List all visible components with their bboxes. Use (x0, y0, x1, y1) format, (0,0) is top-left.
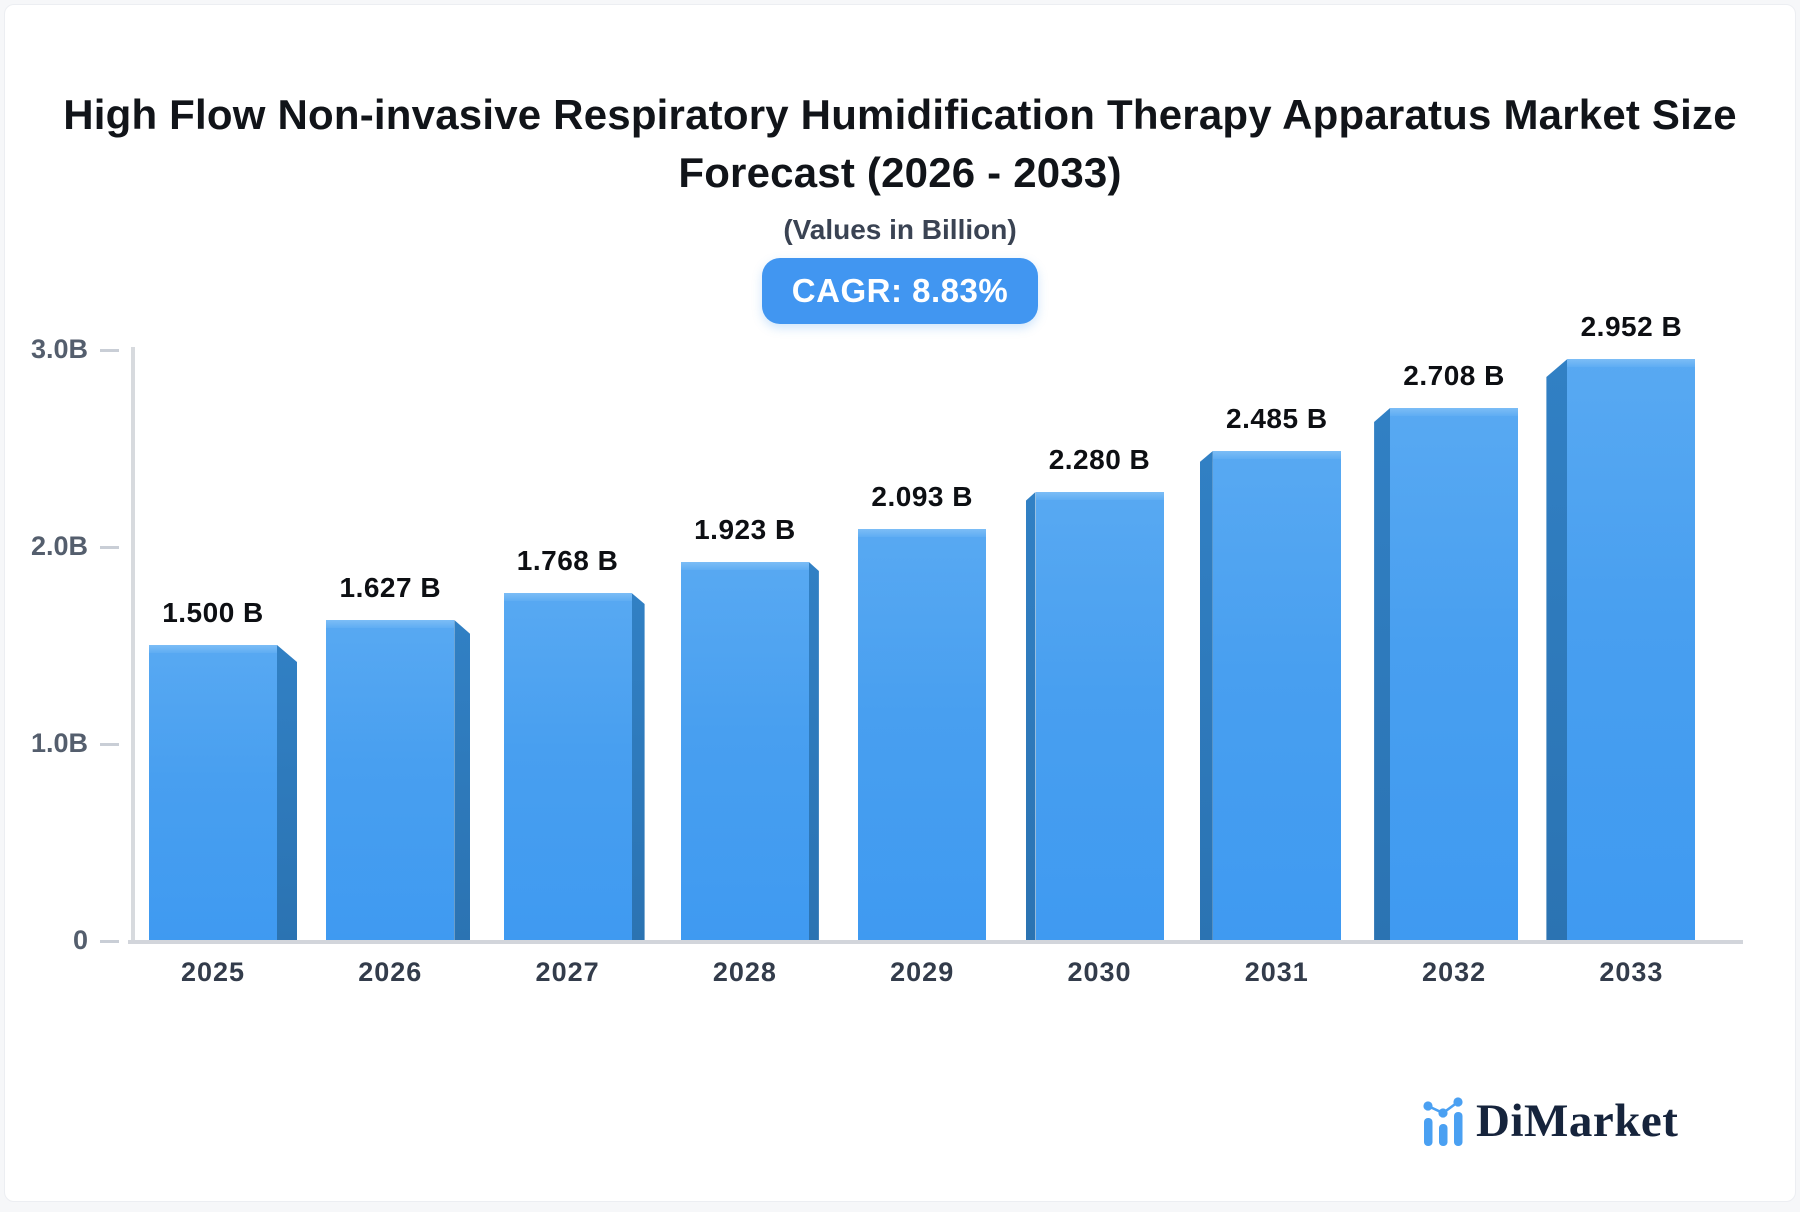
bar-value-label: 1.923 B (694, 514, 796, 545)
chart-subtitle: (Values in Billion) (783, 214, 1017, 245)
bar-top-face-2025 (149, 645, 277, 653)
y-tick-mark (100, 940, 119, 943)
logo-icon (1423, 1097, 1463, 1146)
bar-side-face-2030 (1025, 492, 1036, 941)
bar-2033 (1567, 359, 1696, 941)
x-axis-label-2030: 2030 (1067, 957, 1132, 987)
bar-side-face-2033 (1546, 359, 1568, 941)
bar-side-face-2032 (1374, 408, 1391, 941)
y-tick-mark (100, 546, 119, 549)
bar-top-face-2026 (326, 620, 455, 628)
x-axis-label-2031: 2031 (1244, 957, 1309, 987)
bar-2031 (1212, 451, 1341, 941)
x-axis-label-2026: 2026 (358, 957, 423, 987)
bar-value-label: 2.280 B (1048, 444, 1151, 475)
y-tick-label: 1.0B (30, 728, 88, 758)
x-axis-label-2025: 2025 (180, 957, 246, 987)
bar-side-face-2025 (277, 645, 297, 941)
bar-top-face-2029 (858, 529, 987, 537)
bar-top-face-2030 (1035, 492, 1164, 500)
bar-2028 (680, 562, 809, 941)
bar-value-label: 1.627 B (339, 572, 442, 603)
x-axis-label-2028: 2028 (712, 957, 777, 987)
bar-value-label: 2.485 B (1226, 403, 1328, 434)
y-tick-mark (100, 743, 119, 746)
bar-2025 (149, 645, 277, 941)
bar-value-label: 2.093 B (871, 481, 973, 512)
x-axis-label-2027: 2027 (535, 957, 600, 987)
bar-side-face-2026 (454, 620, 471, 941)
bar-2030 (1035, 492, 1164, 941)
chart-title-line1: High Flow Non-invasive Respiratory Humid… (63, 91, 1737, 138)
chart-header: High Flow Non-invasive Respiratory Humid… (0, 86, 1800, 324)
bar-value-label: 2.952 B (1580, 311, 1683, 342)
brand-logo: DiMarket (1422, 1094, 1678, 1148)
bar-value-label: 1.500 B (162, 597, 264, 628)
bar-value-label: 2.708 B (1403, 360, 1505, 391)
bar-2026 (326, 620, 455, 941)
bar-top-face-2031 (1212, 451, 1341, 459)
bar-2027 (503, 593, 632, 941)
x-axis-label-2033: 2033 (1599, 957, 1664, 987)
bar-top-face-2027 (503, 593, 632, 601)
x-axis-label-2032: 2032 (1422, 957, 1487, 987)
y-tick-label: 2.0B (30, 531, 88, 561)
bar-side-face-2028 (808, 562, 819, 941)
bar-side-face-2031 (1199, 451, 1213, 941)
y-tick-label: 0 (72, 925, 88, 955)
y-axis-line (131, 347, 135, 944)
bar-value-label: 1.768 B (516, 545, 619, 576)
bar-top-face-2033 (1567, 359, 1696, 367)
logo-text: DiMarket (1476, 1095, 1679, 1147)
chart-title-line2: Forecast (2026 - 2033) (678, 149, 1122, 196)
x-axis-label-2029: 2029 (890, 957, 955, 987)
bar-side-face-2027 (631, 593, 645, 941)
bar-2029 (858, 529, 987, 941)
cagr-badge: CAGR: 8.83% (761, 258, 1039, 324)
bar-top-face-2028 (680, 562, 809, 570)
bar-top-face-2032 (1390, 408, 1519, 416)
bar-2032 (1390, 408, 1519, 941)
x-axis-baseline (128, 940, 1743, 944)
y-tick-mark (100, 349, 119, 352)
y-tick-label: 3.0B (30, 334, 88, 364)
